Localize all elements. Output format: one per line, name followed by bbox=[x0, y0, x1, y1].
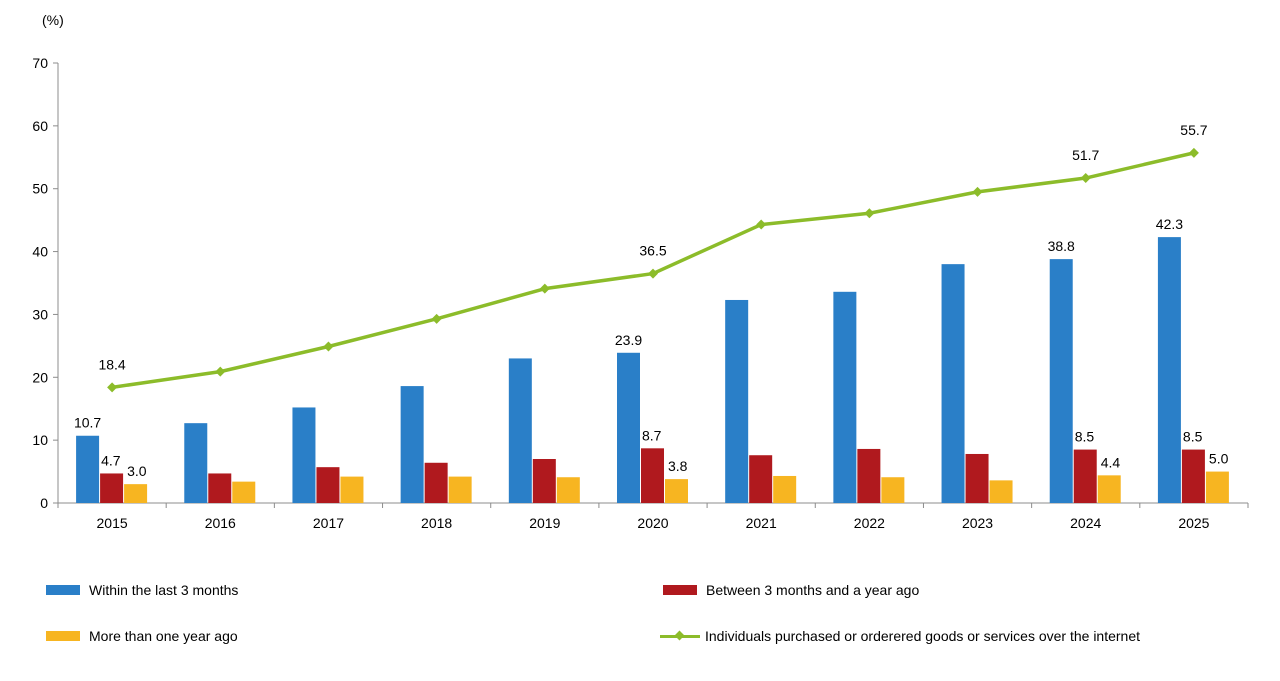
bar bbox=[725, 299, 749, 503]
axes: 0 10 20 30 40 50 60 70 2015 2016 2017 2018 2019 2020 2… bbox=[32, 55, 1249, 531]
x-tick-label: 2022 bbox=[854, 515, 885, 531]
bar-data-label: 3.8 bbox=[668, 458, 688, 474]
line-point-marker bbox=[1188, 147, 1199, 158]
bar bbox=[941, 264, 965, 503]
bar bbox=[881, 477, 905, 503]
bar-data-label: 10.7 bbox=[74, 415, 101, 431]
line-point-marker bbox=[215, 366, 226, 377]
bar bbox=[1205, 471, 1229, 503]
x-tick-label: 2021 bbox=[746, 515, 777, 531]
bar bbox=[617, 352, 640, 503]
line-point-marker bbox=[648, 268, 658, 279]
y-tick-label: 0 bbox=[40, 495, 48, 511]
line-point-marker bbox=[539, 283, 550, 294]
y-tick-label: 30 bbox=[32, 306, 48, 322]
bar bbox=[100, 473, 124, 503]
line-data-label: 55.7 bbox=[1180, 122, 1207, 138]
bar bbox=[833, 291, 857, 503]
line-data-label: 18.4 bbox=[98, 356, 125, 372]
line-point-marker bbox=[756, 219, 767, 230]
bar bbox=[508, 358, 532, 503]
bars bbox=[76, 237, 1229, 503]
x-tick-label: 2019 bbox=[529, 515, 560, 531]
bar bbox=[1181, 449, 1205, 503]
line-point-marker bbox=[864, 208, 875, 219]
y-tick-label: 40 bbox=[32, 244, 48, 260]
bar bbox=[340, 476, 364, 503]
x-tick-label: 2017 bbox=[313, 515, 344, 531]
x-tick-label: 2016 bbox=[205, 515, 236, 531]
line-point-marker bbox=[1080, 173, 1091, 184]
bar-data-label: 4.4 bbox=[1101, 454, 1121, 470]
x-tick-label: 2015 bbox=[97, 515, 128, 531]
y-tick-label: 50 bbox=[32, 181, 48, 197]
bar-data-label: 8.7 bbox=[642, 427, 662, 443]
bar bbox=[857, 448, 881, 503]
bar bbox=[556, 477, 580, 503]
bar bbox=[448, 476, 472, 503]
bar bbox=[292, 407, 316, 503]
bar bbox=[232, 481, 256, 503]
bar bbox=[424, 462, 448, 503]
bar-data-label: 8.5 bbox=[1183, 429, 1203, 445]
bar-data-label: 4.7 bbox=[101, 452, 121, 468]
bar-data-label: 23.9 bbox=[615, 332, 642, 348]
line-point-marker bbox=[972, 186, 983, 197]
line-point-marker bbox=[107, 382, 118, 393]
line-series bbox=[107, 147, 1199, 393]
bar bbox=[1097, 475, 1121, 503]
bar-data-label: 8.5 bbox=[1075, 429, 1095, 445]
bar bbox=[400, 386, 424, 503]
line-data-label: 36.5 bbox=[639, 243, 666, 259]
bar bbox=[184, 423, 208, 503]
bar bbox=[1049, 259, 1073, 503]
bar bbox=[965, 453, 989, 503]
x-tick-label: 2024 bbox=[1070, 515, 1101, 531]
x-tick-label: 2025 bbox=[1178, 515, 1209, 531]
bar bbox=[773, 475, 797, 503]
bar-data-label: 3.0 bbox=[127, 463, 147, 479]
bar bbox=[1157, 237, 1181, 503]
bar bbox=[532, 459, 556, 503]
bar-data-label: 42.3 bbox=[1156, 216, 1183, 232]
bar bbox=[316, 467, 340, 503]
bar bbox=[76, 435, 100, 503]
x-tick-label: 2023 bbox=[962, 515, 993, 531]
y-axis-unit-label: (%) bbox=[42, 12, 64, 28]
bar bbox=[665, 479, 688, 503]
bar-data-label: 5.0 bbox=[1209, 451, 1229, 467]
bar bbox=[749, 455, 773, 503]
data-labels: 10.7 23.9 38.8 42.3 4.7 8.7 8.5 8.5 3.0 3.8 4.4 5.0… bbox=[74, 122, 1229, 479]
bar bbox=[989, 480, 1013, 503]
x-tick-label: 2020 bbox=[637, 515, 668, 531]
y-tick-label: 20 bbox=[32, 369, 48, 385]
line-data-label: 51.7 bbox=[1072, 147, 1099, 163]
bar bbox=[124, 484, 148, 503]
bar bbox=[641, 448, 664, 503]
y-tick-label: 70 bbox=[32, 55, 48, 71]
bar bbox=[1073, 449, 1097, 503]
x-tick-label: 2018 bbox=[421, 515, 452, 531]
y-tick-label: 10 bbox=[32, 432, 48, 448]
line-point-marker bbox=[431, 313, 442, 324]
bar-data-label: 38.8 bbox=[1048, 238, 1075, 254]
bar bbox=[208, 473, 232, 503]
line-point-marker bbox=[323, 341, 334, 352]
y-tick-label: 60 bbox=[32, 118, 48, 134]
